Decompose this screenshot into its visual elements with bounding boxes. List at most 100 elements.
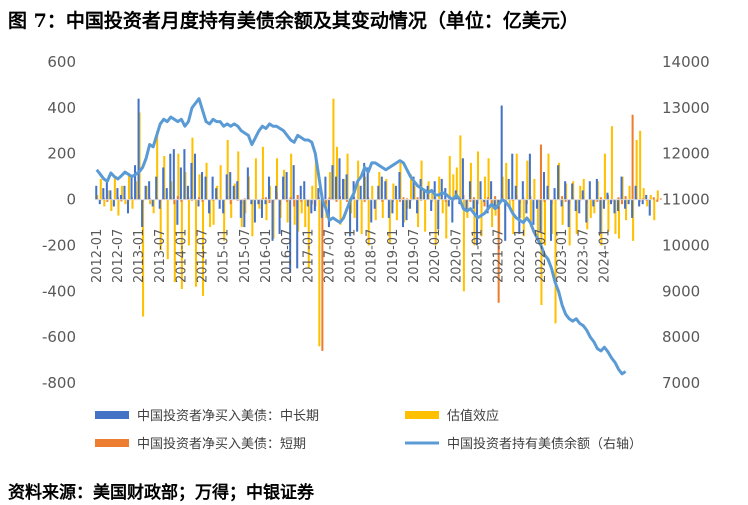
bar	[356, 199, 359, 232]
bar	[124, 199, 127, 205]
bar	[201, 199, 205, 296]
bar	[166, 199, 169, 260]
bar	[251, 199, 254, 237]
bar	[620, 176, 623, 200]
bar	[388, 199, 391, 244]
bar	[557, 165, 560, 200]
bar	[299, 185, 302, 200]
legend-swatch	[405, 411, 439, 419]
bar	[176, 199, 179, 225]
bar	[237, 151, 240, 200]
bar	[293, 199, 296, 225]
bar	[455, 167, 458, 200]
bar	[441, 199, 444, 214]
y-left-axis: -800 -600 -400 -200 0 200 400 600	[42, 53, 76, 392]
series-holdings-line	[95, 97, 627, 376]
y-right-tick-label: 10000	[662, 236, 710, 254]
bar	[197, 197, 201, 200]
bar	[219, 165, 222, 200]
bar	[500, 105, 503, 200]
bar	[169, 153, 172, 200]
bar	[285, 172, 288, 200]
bar	[493, 199, 496, 209]
bar	[332, 98, 335, 200]
bar	[264, 199, 267, 205]
bar	[321, 199, 324, 351]
bar	[119, 194, 122, 200]
bar	[328, 172, 331, 200]
bar	[447, 199, 450, 207]
bar	[487, 158, 490, 200]
bar	[628, 185, 631, 200]
bar	[359, 185, 362, 200]
bar	[120, 199, 123, 202]
bar	[547, 153, 550, 200]
x-tick-label: 2012-01	[90, 229, 105, 283]
bar	[226, 139, 229, 200]
bar	[230, 199, 233, 218]
bar	[123, 185, 126, 200]
bar	[483, 199, 486, 202]
bar	[391, 199, 394, 214]
bar	[105, 181, 108, 200]
bar	[546, 185, 549, 200]
x-tick-label: 2014-07	[196, 229, 211, 283]
bar	[528, 153, 531, 200]
bar	[448, 156, 451, 200]
bar	[99, 178, 102, 200]
bar	[317, 188, 320, 200]
bar	[159, 199, 162, 251]
bar	[300, 199, 303, 214]
bar	[416, 197, 419, 200]
bar	[625, 199, 628, 221]
bar	[440, 178, 443, 200]
bar	[596, 199, 599, 202]
legend-item: 中国投资者持有美债余额（右轴）	[405, 436, 642, 452]
bar	[243, 198, 246, 200]
bar	[110, 199, 113, 212]
bar	[222, 199, 225, 214]
x-axis: 2012-01 2012-07 2013-01 2013-07 2014-01 2014-…	[90, 229, 613, 283]
y-left-tick-label: -400	[42, 282, 76, 300]
bar	[648, 199, 651, 216]
bar	[373, 199, 376, 209]
bar	[624, 196, 627, 200]
bar	[574, 199, 577, 212]
x-tick-label: 2013-07	[153, 229, 168, 283]
bar	[624, 199, 627, 209]
bar	[311, 185, 314, 200]
bar	[465, 199, 468, 212]
bar	[475, 199, 479, 246]
bar	[642, 198, 645, 200]
bar	[342, 178, 345, 200]
bar	[536, 199, 539, 241]
bar	[431, 190, 434, 200]
bar	[282, 176, 285, 200]
x-tick-label: 2019-07	[407, 229, 422, 283]
bar	[324, 176, 327, 200]
bar	[461, 158, 464, 200]
bar	[173, 199, 176, 283]
y-right-tick-label: 12000	[662, 145, 710, 163]
bar	[402, 197, 405, 200]
bar	[649, 194, 652, 200]
bar	[201, 199, 204, 202]
bar	[518, 199, 521, 234]
bar	[469, 199, 472, 202]
bar	[585, 199, 588, 223]
bar	[229, 199, 232, 205]
bar	[540, 199, 543, 306]
bar	[588, 181, 591, 200]
bar	[656, 190, 659, 200]
bar	[197, 199, 200, 207]
bar	[387, 199, 390, 218]
y-left-tick-label: -200	[42, 236, 76, 254]
bar	[522, 199, 525, 237]
bar	[472, 197, 475, 200]
bar	[571, 183, 574, 200]
bar	[180, 199, 183, 289]
bar	[589, 199, 592, 218]
bar	[257, 199, 260, 205]
x-tick-label: 2018-01	[344, 229, 359, 283]
y-left-tick-label: 0	[66, 191, 76, 209]
